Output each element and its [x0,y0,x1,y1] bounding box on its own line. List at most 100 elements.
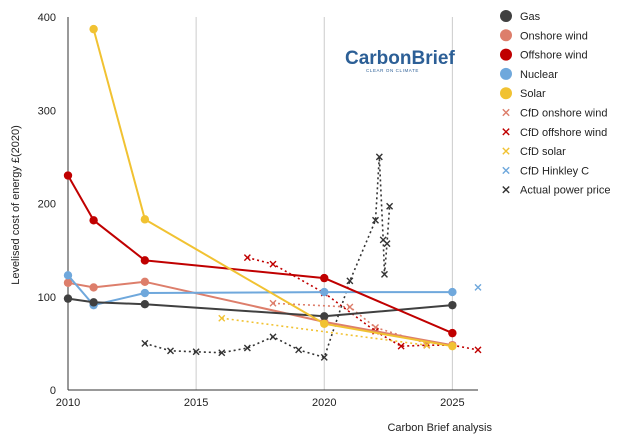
y-tick-label: 100 [38,292,56,304]
series-line [247,256,479,351]
data-point [448,328,457,338]
data-point [386,202,394,210]
series-line [92,28,453,348]
source-note: Carbon Brief analysis [387,422,492,434]
data-point [320,319,329,328]
data-point [448,341,457,351]
legend-item-solar: Solar [500,87,546,100]
data-point [140,215,150,224]
data-point [63,171,73,180]
legend-label: Gas [520,11,541,23]
data-point [320,353,328,361]
x-tick-label: 2010 [56,397,80,409]
legend-marker [502,128,510,136]
legend-item-cfd-onshore-wind: CfD onshore wind [502,108,607,120]
data-point [295,346,303,354]
data-point [383,240,391,248]
data-point [89,216,98,225]
legend-marker [500,67,512,80]
y-tick-label: 300 [38,105,56,117]
legend-label: CfD offshore wind [520,127,607,139]
data-point [141,339,149,347]
series-offshore-wind [63,171,457,338]
legend-label: CfD solar [520,146,566,158]
data-point [320,287,329,297]
data-point [218,349,226,357]
series-actual-power-price [141,153,394,361]
legend-marker [502,147,510,155]
x-tick-label: 2025 [440,397,464,409]
data-point [63,271,73,280]
y-tick-label: 0 [50,385,56,397]
carbonbrief-logo: CarbonBrief CLEAR ON CLIMATE [345,48,455,73]
axes: 0 100 200 300 400 2010 2015 2020 2025 [38,12,478,409]
data-point [346,303,354,311]
legend-label: Actual power price [520,185,611,197]
data-point [269,260,277,268]
legend-item-actual-power-price: Actual power price [502,185,611,197]
data-point [372,216,379,224]
legend-marker [502,166,510,175]
data-point [192,348,200,356]
legend-label: CfD Hinkley C [520,165,589,177]
data-point [89,298,98,307]
legend-marker [500,10,512,22]
series-gas [63,294,457,321]
legend: Gas Onshore wind Offshore wind Nuclear Solar… [500,10,611,197]
x-tick-label: 2015 [184,397,208,409]
data-point [474,283,482,291]
data-point [448,300,457,310]
logo-tagline: CLEAR ON CLIMATE [366,68,419,73]
series-cfd-solar [218,314,431,349]
data-point [89,283,98,292]
data-point [140,288,150,298]
legend-label: CfD onshore wind [520,108,607,120]
y-tick-label: 200 [38,199,56,211]
data-point [140,256,150,265]
logo-text: CarbonBrief [345,48,455,69]
data-point [320,312,329,321]
legend-label: Nuclear [520,69,558,81]
plot-area [63,24,482,361]
data-point [448,287,457,297]
data-point [375,153,383,161]
data-point [89,24,98,34]
legend-marker [500,29,512,42]
data-point [243,344,251,352]
data-point [474,346,482,354]
data-point [269,333,277,341]
series-cfd-hinkley-c [474,283,482,291]
series-onshore-wind [63,277,457,350]
data-point [320,273,329,283]
legend-marker [502,186,510,194]
x-tick-label: 2020 [312,397,336,409]
legend-label: Offshore wind [520,50,588,62]
y-axis-title: Levelised cost of energy £(2020) [10,125,22,285]
data-point [423,341,431,349]
legend-item-nuclear: Nuclear [500,67,558,81]
y-tick-label: 400 [38,12,56,24]
data-point [269,299,277,307]
legend-label: Solar [520,88,546,100]
data-point [218,314,226,322]
legend-marker [500,48,512,61]
data-point [346,277,354,285]
data-point [140,300,150,309]
series-line [67,274,453,307]
series-line [144,156,391,359]
data-point [167,347,174,355]
legend-item-offshore-wind: Offshore wind [500,48,588,62]
legend-item-gas: Gas [500,10,541,23]
data-point [243,254,251,262]
series-solar [89,24,457,351]
data-point [397,342,405,350]
data-point [380,270,388,278]
legend-item-cfd-offshore-wind: CfD offshore wind [502,127,607,139]
data-point [63,294,73,303]
legend-item-cfd-solar: CfD solar [502,146,566,158]
data-point [63,278,73,287]
legend-marker [500,87,512,100]
data-point [140,277,150,287]
legend-item-onshore-wind: Onshore wind [500,29,588,42]
